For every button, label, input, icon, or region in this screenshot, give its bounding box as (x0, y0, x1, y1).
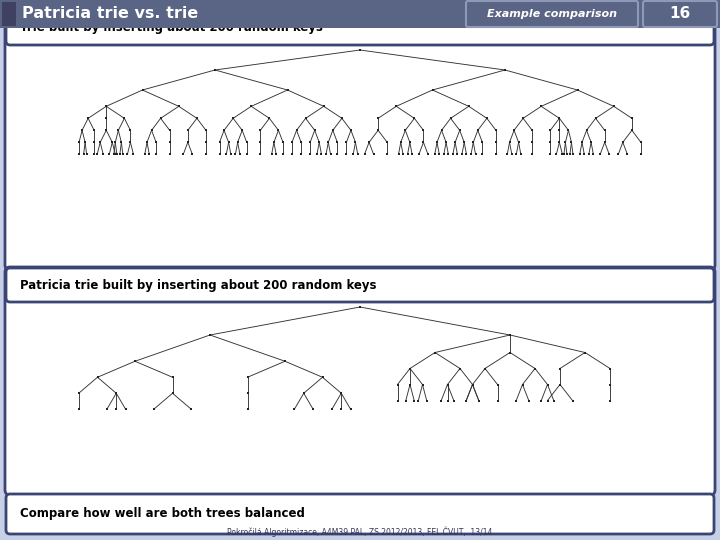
FancyBboxPatch shape (466, 1, 638, 27)
Text: 16: 16 (670, 6, 690, 22)
Text: Pokročilá Algoritmizace, A4M39 PAL, ZS 2012/2013, FEL ČVUT,  13/14: Pokročilá Algoritmizace, A4M39 PAL, ZS 2… (228, 526, 492, 537)
Polygon shape (0, 0, 720, 28)
FancyBboxPatch shape (6, 268, 714, 302)
Text: Patricia trie built by inserting about 200 random keys: Patricia trie built by inserting about 2… (20, 279, 377, 292)
FancyBboxPatch shape (6, 11, 714, 45)
Text: Compare how well are both trees balanced: Compare how well are both trees balanced (20, 508, 305, 521)
FancyBboxPatch shape (5, 10, 715, 270)
Text: Trie built by inserting about 200 random keys: Trie built by inserting about 200 random… (20, 22, 323, 35)
FancyBboxPatch shape (2, 2, 16, 26)
FancyBboxPatch shape (5, 267, 715, 495)
Text: Example comparison: Example comparison (487, 9, 617, 19)
Text: Patricia trie vs. trie: Patricia trie vs. trie (22, 6, 198, 22)
FancyBboxPatch shape (643, 1, 717, 27)
FancyBboxPatch shape (6, 494, 714, 534)
